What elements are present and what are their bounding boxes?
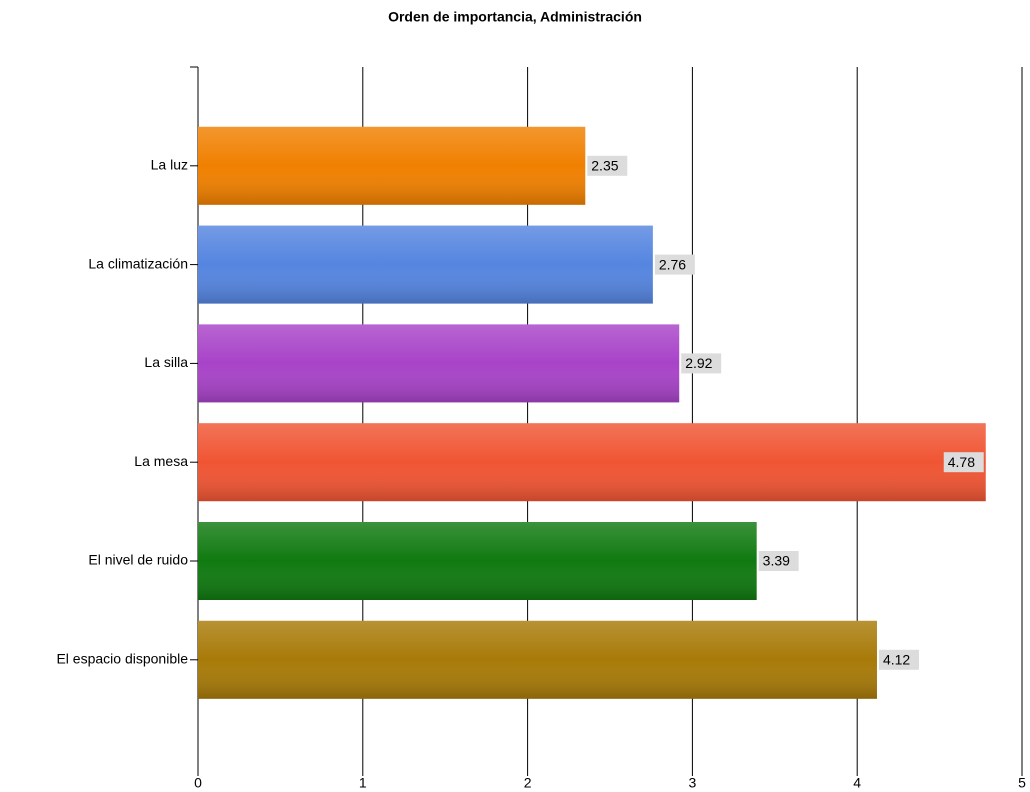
x-tick-label: 3 xyxy=(689,775,697,791)
value-label-box xyxy=(943,452,984,473)
y-tick-label: El nivel de ruido xyxy=(88,552,188,568)
x-tick-label: 5 xyxy=(1018,775,1026,791)
x-tick-label: 0 xyxy=(194,775,202,791)
bar-shade xyxy=(198,126,586,205)
y-tick-label: La luz xyxy=(151,157,188,173)
y-tick-label: La silla xyxy=(144,354,188,370)
value-label-box xyxy=(587,155,628,176)
value-label-box xyxy=(878,649,919,670)
y-tick-label: El espacio disponible xyxy=(56,651,188,667)
x-tick-label: 4 xyxy=(853,775,861,791)
bar-shade xyxy=(198,225,653,304)
value-label: 2.76 xyxy=(659,256,686,272)
x-tick-label: 1 xyxy=(359,775,367,791)
value-label: 2.35 xyxy=(591,158,618,174)
y-tick-label: La mesa xyxy=(134,453,188,469)
bar-shade xyxy=(198,620,877,699)
value-label-box xyxy=(758,551,799,571)
value-label: 4.12 xyxy=(883,652,910,668)
bar-shade xyxy=(198,423,986,502)
value-label-box xyxy=(681,353,722,374)
bar-shade xyxy=(198,522,757,600)
value-label: 3.39 xyxy=(763,553,790,569)
bar-shade xyxy=(198,324,680,403)
value-label: 2.92 xyxy=(685,355,712,371)
chart-title: Orden de importancia, Administración xyxy=(388,9,642,25)
y-tick-label: La climatización xyxy=(88,255,188,271)
value-label-box xyxy=(654,254,695,275)
value-label: 4.78 xyxy=(948,454,975,470)
x-tick-label: 2 xyxy=(524,775,532,791)
